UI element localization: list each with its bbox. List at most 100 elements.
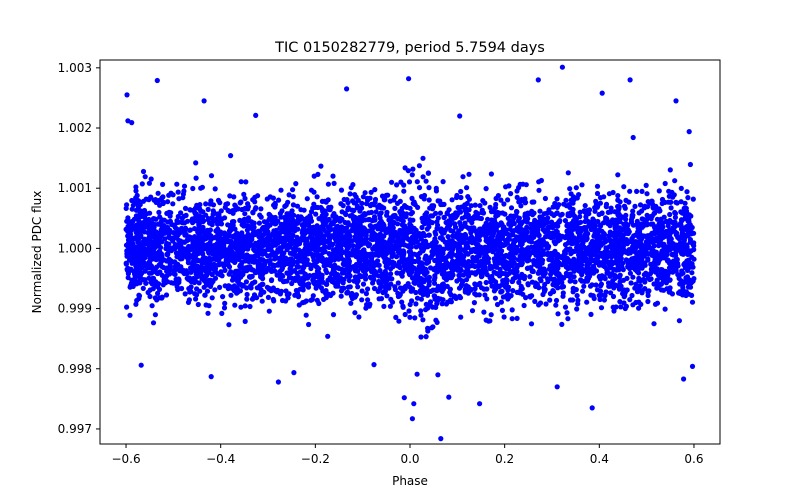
data-point [571, 197, 577, 203]
data-point [232, 207, 238, 213]
data-point [327, 262, 333, 268]
data-point [304, 257, 310, 263]
data-point [182, 291, 188, 297]
data-point [160, 194, 166, 200]
data-point [140, 168, 147, 175]
data-point [591, 258, 597, 264]
data-point [354, 243, 360, 250]
data-point [266, 211, 272, 217]
data-point [153, 229, 159, 235]
data-point [130, 252, 136, 258]
data-point [166, 271, 173, 277]
data-point [193, 175, 199, 181]
data-point [276, 197, 282, 203]
data-point [582, 209, 588, 215]
data-point [418, 308, 424, 314]
data-point [498, 197, 504, 203]
data-point [368, 255, 375, 261]
data-point [303, 228, 309, 234]
data-point [419, 224, 425, 231]
data-point [615, 212, 621, 218]
data-point [221, 305, 228, 311]
data-point [140, 285, 146, 291]
data-point [312, 281, 318, 287]
data-point [260, 281, 266, 287]
data-point [378, 218, 384, 224]
data-point [408, 238, 414, 244]
data-point [623, 197, 629, 203]
data-point [646, 288, 652, 294]
data-point [184, 218, 191, 224]
data-point [195, 301, 201, 308]
data-point [297, 286, 303, 292]
data-point [584, 259, 590, 265]
data-point [658, 287, 665, 293]
data-point [553, 302, 559, 308]
data-point [374, 233, 380, 239]
data-point [404, 211, 410, 217]
data-point [475, 282, 481, 288]
data-point [678, 291, 685, 297]
data-point [575, 297, 581, 303]
data-point [133, 188, 139, 194]
data-point [338, 288, 345, 294]
data-point [389, 276, 395, 282]
data-point [158, 227, 164, 233]
data-point [485, 216, 491, 222]
data-point [200, 251, 206, 257]
data-point [526, 257, 532, 263]
data-point [198, 243, 204, 249]
data-point [593, 251, 599, 258]
data-point [556, 277, 562, 283]
data-point [626, 229, 632, 235]
data-point [443, 259, 449, 265]
data-point [162, 230, 168, 236]
data-point [472, 291, 478, 297]
data-point [390, 250, 396, 256]
data-point [628, 280, 634, 286]
data-point [205, 206, 211, 212]
data-point [409, 172, 415, 178]
data-point [536, 302, 542, 308]
data-point [360, 281, 367, 287]
data-point [359, 263, 365, 269]
data-point [260, 242, 266, 248]
data-point [170, 201, 176, 207]
data-point [251, 243, 257, 250]
data-point [560, 290, 566, 296]
data-point [153, 251, 159, 257]
data-point [301, 264, 307, 270]
data-point [241, 191, 247, 197]
data-point [144, 211, 150, 217]
data-point [431, 280, 438, 286]
data-point [395, 280, 401, 286]
data-point [542, 195, 549, 202]
data-point [416, 163, 422, 169]
data-point [574, 224, 580, 230]
data-point [412, 236, 418, 242]
data-point [627, 270, 634, 276]
data-point [552, 200, 558, 207]
data-point [397, 285, 404, 291]
data-point [584, 263, 591, 270]
data-point [363, 305, 369, 311]
data-point [627, 188, 633, 194]
data-point [504, 271, 510, 277]
data-point [412, 258, 418, 265]
data-point [574, 306, 580, 312]
data-point [635, 230, 642, 236]
data-point [579, 182, 585, 188]
data-point [615, 172, 621, 178]
data-point [350, 198, 356, 204]
data-point [478, 274, 485, 280]
data-point [155, 290, 161, 296]
data-point [355, 254, 361, 261]
data-point [284, 247, 290, 253]
data-point [127, 284, 133, 290]
data-point [629, 292, 635, 299]
data-point [630, 208, 636, 214]
data-point [541, 251, 547, 257]
data-point [182, 225, 189, 231]
data-point [306, 281, 312, 287]
data-point [330, 241, 336, 247]
